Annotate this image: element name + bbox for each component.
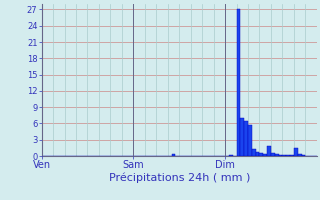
Bar (275, 154, 279, 156)
Bar (294, 148, 298, 156)
Bar (260, 153, 263, 156)
Bar (252, 149, 256, 156)
Bar (298, 154, 301, 156)
Bar (279, 155, 282, 156)
Bar (244, 121, 248, 156)
Bar (256, 152, 260, 156)
X-axis label: Précipitations 24h ( mm ): Précipitations 24h ( mm ) (108, 173, 250, 183)
Bar (271, 153, 275, 156)
Bar (229, 155, 233, 156)
Bar (290, 155, 294, 156)
Bar (286, 155, 290, 156)
Bar (248, 125, 252, 156)
Bar (282, 155, 286, 156)
Bar (301, 155, 305, 156)
Bar (267, 146, 271, 156)
Bar (172, 154, 175, 156)
Bar (263, 154, 267, 156)
Bar (236, 9, 240, 156)
Bar (240, 118, 244, 156)
